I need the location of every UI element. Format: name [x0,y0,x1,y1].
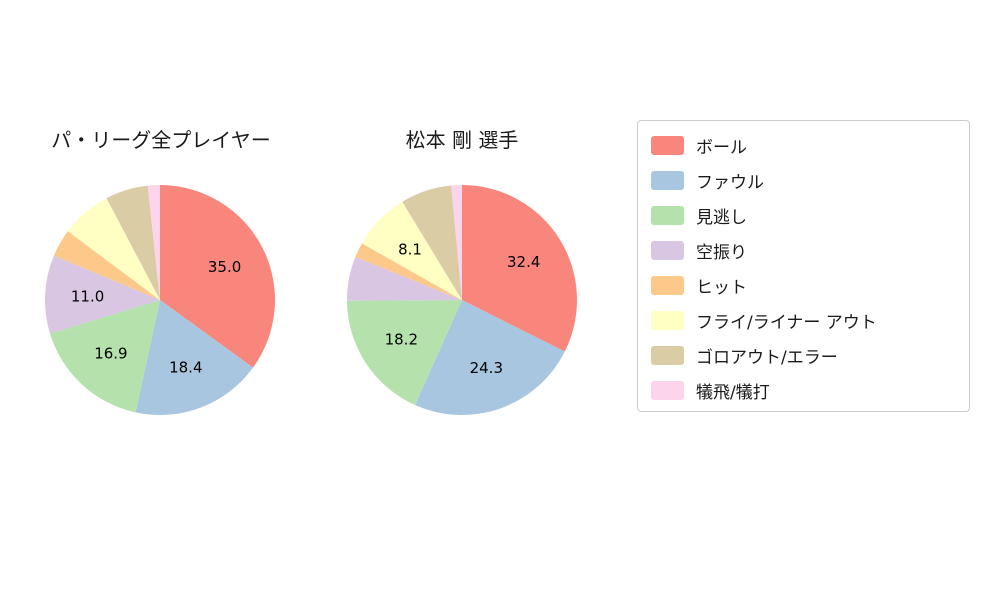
legend-item: 空振り [638,233,969,268]
left-pie-title: パ・リーグ全プレイヤー [51,128,271,152]
legend-label: 空振り [696,243,747,263]
legend-swatch [651,136,684,155]
legend-label: フライ/ライナー アウト [696,313,877,333]
legend-swatch [651,171,684,190]
legend-label: ボール [696,138,747,158]
legend-item: ファウル [638,163,969,198]
legend-label: ヒット [696,278,747,298]
legend-swatch [651,206,684,225]
slice-value-label: 16.9 [94,344,127,362]
left-pie-chart: 35.0 18.4 16.9 11.0 [45,185,276,416]
pie-slice [462,185,577,352]
legend-item: フライ/ライナー アウト [638,303,969,338]
pie-slice [415,300,565,415]
slice-value-label: 24.3 [470,359,503,377]
legend-swatch [651,311,684,330]
pie-slice [402,185,462,300]
pie-slice [106,185,160,300]
legend-list: ボールファウル見逃し空振りヒットフライ/ライナー アウト ゴロアウト/エラー 犠飛/… [638,128,969,408]
pie-slice [49,300,161,413]
slice-value-label: 18.4 [169,359,202,377]
pie-slice [347,300,462,405]
pie-slice [45,255,161,334]
legend-item: 犠飛/犠打 [638,373,969,408]
slice-value-label: 8.1 [398,241,422,259]
legend-item: ボール [638,128,969,163]
pie-slice [135,300,254,416]
legend-label: 見逃し [696,208,747,228]
pie-slice [361,201,462,300]
legend-label: 犠飛/犠打 [696,383,770,403]
slice-value-label: 18.2 [385,331,418,349]
pie-slice [53,231,160,300]
slice-value-label: 32.4 [507,253,540,271]
legend-swatch [651,241,684,260]
legend: ボールファウル見逃し空振りヒットフライ/ライナー アウト ゴロアウト/エラー 犠飛/… [637,120,970,412]
legend-item: ゴロアウト/エラー [638,338,969,373]
legend-item: ヒット [638,268,969,303]
legend-swatch [651,346,684,365]
legend-label: ファウル [696,173,764,193]
legend-swatch [651,276,684,295]
right-pie-title: 松本 剛 選手 [405,128,519,152]
right-pie-chart: 32.4 24.3 18.2 8.1 [346,185,577,415]
slice-value-label: 11.0 [71,287,104,305]
pie-slice [147,185,160,300]
pie-slice [355,243,462,300]
legend-label: ゴロアウト/エラー [696,348,838,368]
pie-slice [160,185,276,368]
slice-value-label: 35.0 [208,258,241,276]
legend-item: 見逃し [638,198,969,233]
legend-swatch [651,381,684,400]
pie-slice [451,185,462,300]
pie-slice [346,256,462,301]
pie-slice [67,198,160,300]
